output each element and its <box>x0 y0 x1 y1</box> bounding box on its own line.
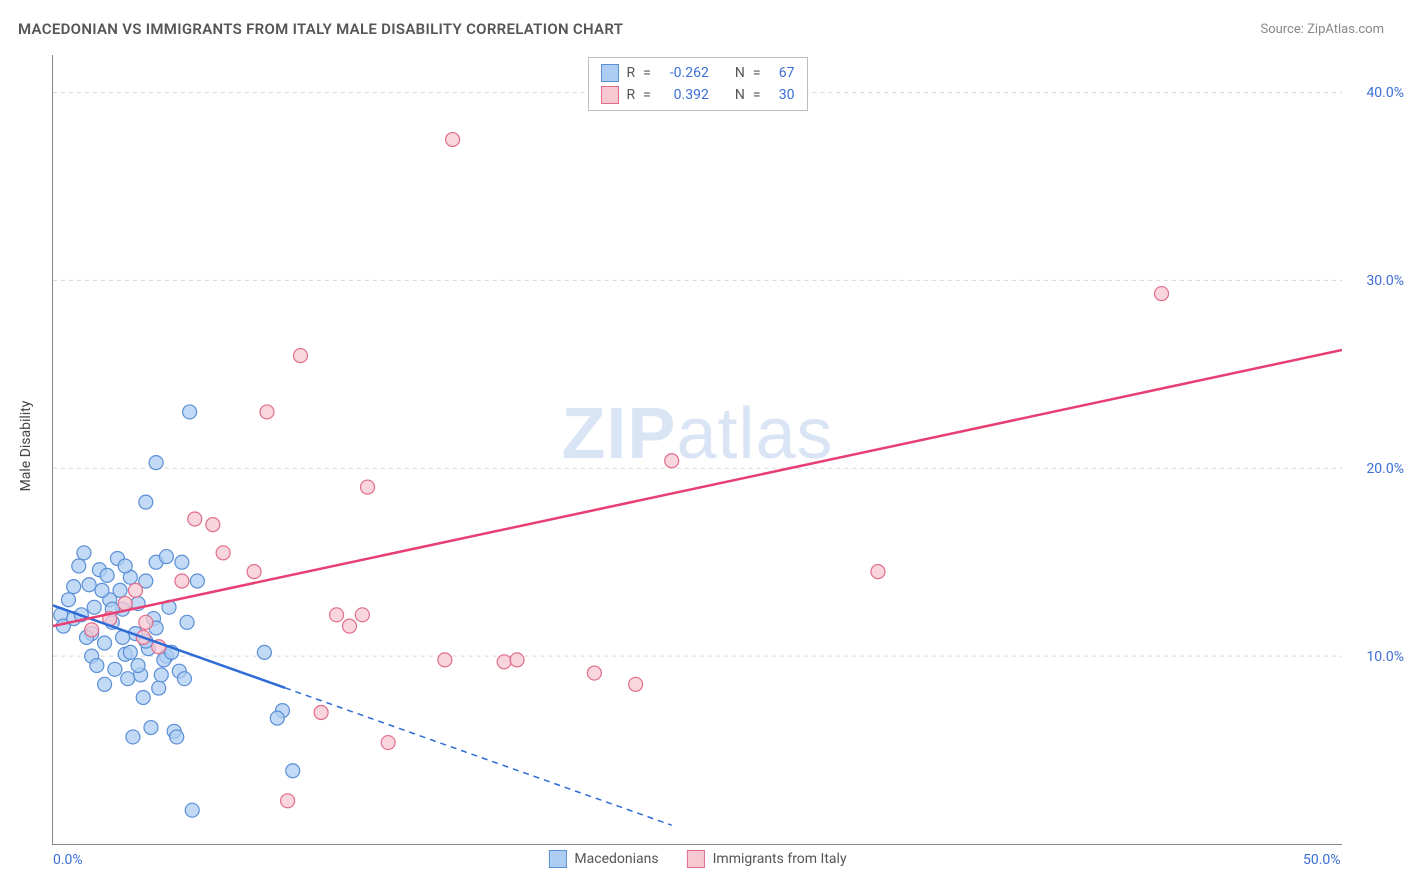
source-label: Source: ZipAtlas.com <box>1260 22 1384 37</box>
y-tick-label: 30.0% <box>1366 273 1404 289</box>
legend-label-italy: Immigrants from Italy <box>713 851 847 867</box>
legend-item-macedonians: Macedonians <box>548 850 658 868</box>
swatch-macedonians-2 <box>548 850 566 868</box>
y-tick-label: 20.0% <box>1366 461 1404 477</box>
x-tick-label: 0.0% <box>53 852 83 868</box>
n-value-2: 30 <box>769 84 795 106</box>
swatch-italy <box>600 86 618 104</box>
swatch-macedonians <box>600 64 618 82</box>
n-value-1: 67 <box>769 62 795 84</box>
n-label: N <box>735 62 745 84</box>
swatch-italy-2 <box>687 850 705 868</box>
plot-area: ZIPatlas R = -0.262 N = 67 R = 0.392 N =… <box>52 55 1342 845</box>
eq-sign: = <box>643 62 651 84</box>
legend-label-macedonians: Macedonians <box>574 851 658 867</box>
legend-correlation: R = -0.262 N = 67 R = 0.392 N = 30 <box>587 57 807 111</box>
eq-sign-4: = <box>753 84 761 106</box>
eq-sign-3: = <box>643 84 651 106</box>
legend-item-italy: Immigrants from Italy <box>687 850 847 868</box>
r-value-2: 0.392 <box>659 84 709 106</box>
chart-svg <box>53 55 1342 844</box>
chart-title: MACEDONIAN VS IMMIGRANTS FROM ITALY MALE… <box>18 20 623 38</box>
y-tick-label: 40.0% <box>1366 85 1404 101</box>
y-axis-label: Male Disability <box>18 401 34 492</box>
legend-series: Macedonians Immigrants from Italy <box>548 850 846 868</box>
eq-sign-2: = <box>753 62 761 84</box>
r-value-1: -0.262 <box>659 62 709 84</box>
y-tick-label: 10.0% <box>1366 649 1404 665</box>
legend-row-macedonians: R = -0.262 N = 67 <box>600 62 794 84</box>
n-label-2: N <box>735 84 745 106</box>
r-label: R <box>626 62 635 84</box>
r-label-2: R <box>626 84 635 106</box>
legend-row-italy: R = 0.392 N = 30 <box>600 84 794 106</box>
x-tick-label: 50.0% <box>1303 852 1341 868</box>
